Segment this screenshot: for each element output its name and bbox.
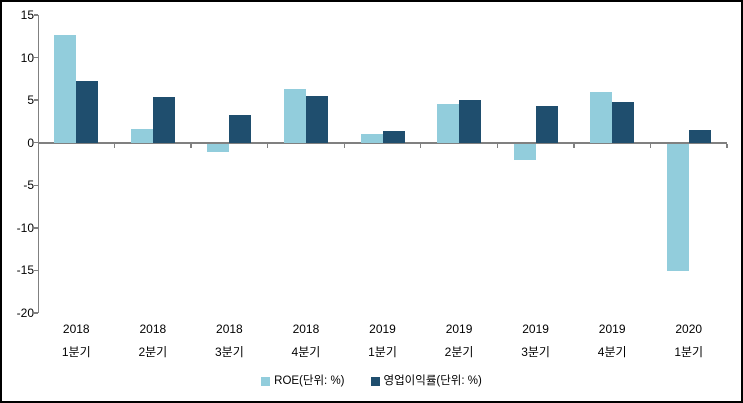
bar-roe	[207, 143, 230, 152]
x-axis-line	[38, 141, 727, 144]
y-axis-tick-label: -5	[23, 178, 34, 193]
x-axis-category-year-label: 2019	[522, 322, 549, 336]
x-axis-tick	[266, 143, 269, 148]
y-axis-tick	[34, 227, 38, 229]
bar-operating-margin	[229, 115, 252, 143]
bar-roe	[360, 134, 383, 143]
legend-series-label: ROE(단위: %)	[274, 375, 345, 387]
y-axis-tick	[34, 99, 38, 101]
x-axis-category-year-label: 2018	[216, 322, 243, 336]
x-axis-category-quarter-label: 1분기	[61, 345, 91, 359]
x-axis-category-year-label: 2018	[292, 322, 320, 336]
x-axis-category-quarter-label: 4분기	[597, 345, 627, 359]
x-axis-tick	[726, 143, 728, 148]
legend-item: ROE(단위: %)	[261, 375, 345, 388]
y-axis-tick-label: -20	[16, 306, 34, 320]
y-axis-line	[38, 15, 40, 313]
bar-operating-margin	[382, 130, 405, 143]
x-axis-category-quarter-label: 1분기	[674, 345, 704, 359]
x-axis-tick	[496, 143, 499, 148]
y-axis-tick	[34, 14, 38, 16]
legend-color-swatch	[261, 377, 271, 386]
x-axis-category-quarter-label: 1분기	[368, 345, 397, 359]
x-axis-tick	[343, 143, 345, 148]
legend-series-label: 영업이익률(단위: %)	[383, 375, 482, 387]
y-axis-tick-label: 0	[27, 135, 34, 150]
y-axis-tick-label: -15	[16, 263, 34, 278]
y-axis-tick-label: -10	[16, 220, 34, 235]
x-axis-category-quarter-label: 2분기	[138, 345, 168, 359]
bar-roe	[130, 129, 153, 143]
y-axis-tick	[34, 56, 38, 59]
x-axis-category-quarter-label: 2분기	[444, 345, 474, 359]
bar-roe	[513, 143, 536, 160]
x-axis-tick	[190, 143, 192, 148]
legend-color-swatch	[370, 377, 380, 386]
y-axis-tick-label: 5	[27, 93, 34, 108]
y-axis-tick	[34, 312, 38, 314]
x-axis-category-quarter-label: 3분기	[521, 345, 550, 359]
legend-item: 영업이익률(단위: %)	[370, 375, 482, 388]
x-axis-category-quarter-label: 3분기	[214, 345, 244, 359]
x-axis-category-year-label: 2019	[369, 322, 396, 336]
bar-roe	[590, 92, 613, 143]
x-axis-tick	[573, 143, 575, 148]
y-axis-tick-label: 10	[20, 50, 34, 65]
bar-operating-margin	[76, 80, 99, 143]
bar-roe	[283, 89, 306, 143]
x-axis-tick	[649, 143, 652, 148]
x-axis-tick	[420, 143, 422, 148]
bar-operating-margin	[459, 100, 482, 143]
y-axis-tick	[34, 142, 38, 144]
x-axis-category-year-label: 2019	[598, 322, 626, 336]
bar-operating-margin	[535, 106, 558, 143]
x-axis-category-year-label: 2018	[62, 322, 90, 336]
y-axis-tick	[34, 184, 38, 186]
bar-operating-margin	[305, 95, 328, 143]
bar-roe	[666, 143, 689, 272]
chart-legend: ROE(단위: %) 영업이익률(단위: %)	[2, 375, 741, 388]
bar-operating-margin	[152, 96, 175, 143]
x-axis-category-year-label: 2019	[445, 322, 473, 336]
y-axis-tick	[34, 269, 38, 272]
x-axis-category-quarter-label: 4분기	[291, 345, 321, 359]
x-axis-tick	[113, 143, 116, 148]
bar-roe	[437, 103, 460, 143]
bar-operating-margin	[688, 129, 711, 143]
x-axis-category-year-label: 2020	[675, 322, 703, 336]
x-axis-category-year-label: 2018	[139, 322, 167, 336]
y-axis-tick-label: 15	[20, 8, 34, 22]
bar-operating-margin	[612, 101, 635, 143]
bar-roe	[54, 34, 77, 143]
